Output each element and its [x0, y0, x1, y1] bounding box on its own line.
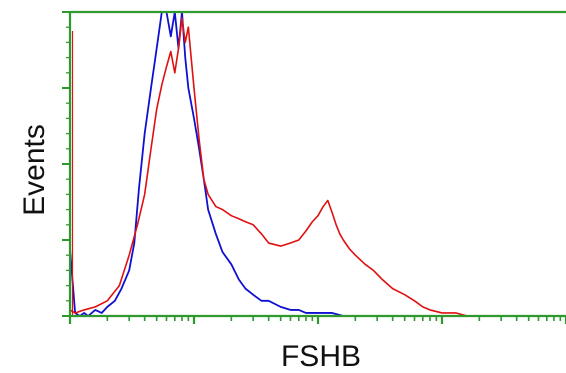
series-group — [69, 11, 469, 317]
x-axis-title: FSHB — [281, 340, 361, 373]
red-series-line — [69, 17, 469, 317]
axes-group — [62, 10, 566, 324]
y-axis-title: Events — [18, 124, 51, 216]
plot-area — [70, 12, 566, 316]
blue-series-line — [69, 11, 443, 317]
plot-background — [70, 12, 566, 316]
